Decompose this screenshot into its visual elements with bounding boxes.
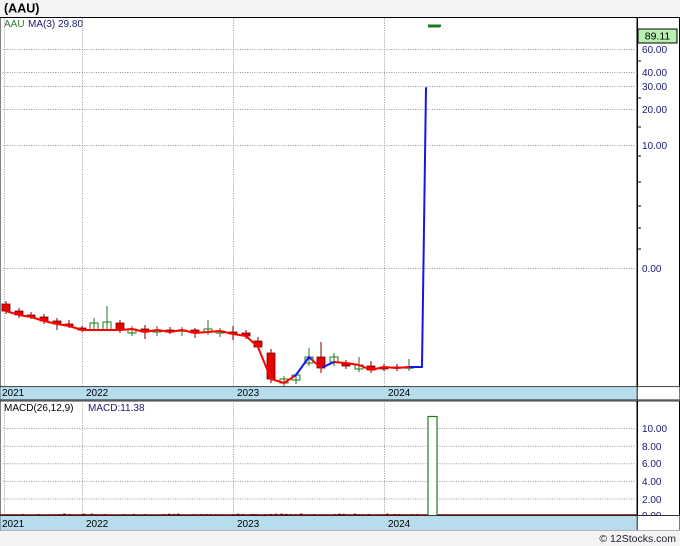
svg-text:30.00: 30.00 [642, 82, 667, 93]
svg-text:(AAU): (AAU) [4, 2, 39, 16]
svg-text:2022: 2022 [86, 388, 109, 399]
svg-text:10.00: 10.00 [642, 424, 667, 435]
svg-text:29.80: 29.80 [58, 19, 83, 30]
svg-text:2024: 2024 [388, 388, 411, 399]
svg-text:89.11: 89.11 [645, 31, 671, 43]
svg-text:2023: 2023 [237, 388, 260, 399]
svg-text:MACD:11.38: MACD:11.38 [88, 403, 145, 414]
svg-text:MA(3): MA(3) [28, 19, 55, 30]
svg-text:20.00: 20.00 [642, 105, 667, 116]
svg-text:MACD(26,12,9): MACD(26,12,9) [4, 403, 73, 414]
svg-text:© 12Stocks.com: © 12Stocks.com [599, 533, 676, 545]
svg-text:2021: 2021 [2, 388, 25, 399]
svg-text:60.00: 60.00 [642, 45, 667, 56]
svg-text:10.00: 10.00 [642, 141, 667, 152]
svg-text:2.00: 2.00 [642, 495, 662, 506]
svg-text:4.00: 4.00 [642, 477, 662, 488]
svg-text:8.00: 8.00 [642, 442, 662, 453]
svg-text:2023: 2023 [237, 519, 260, 530]
svg-text:2022: 2022 [86, 519, 109, 530]
svg-text:0.00: 0.00 [642, 264, 662, 275]
svg-text:40.00: 40.00 [642, 68, 667, 79]
svg-text:AAU: AAU [4, 19, 25, 30]
svg-text:6.00: 6.00 [642, 459, 662, 470]
svg-text:2021: 2021 [2, 519, 25, 530]
svg-text:2024: 2024 [388, 519, 411, 530]
